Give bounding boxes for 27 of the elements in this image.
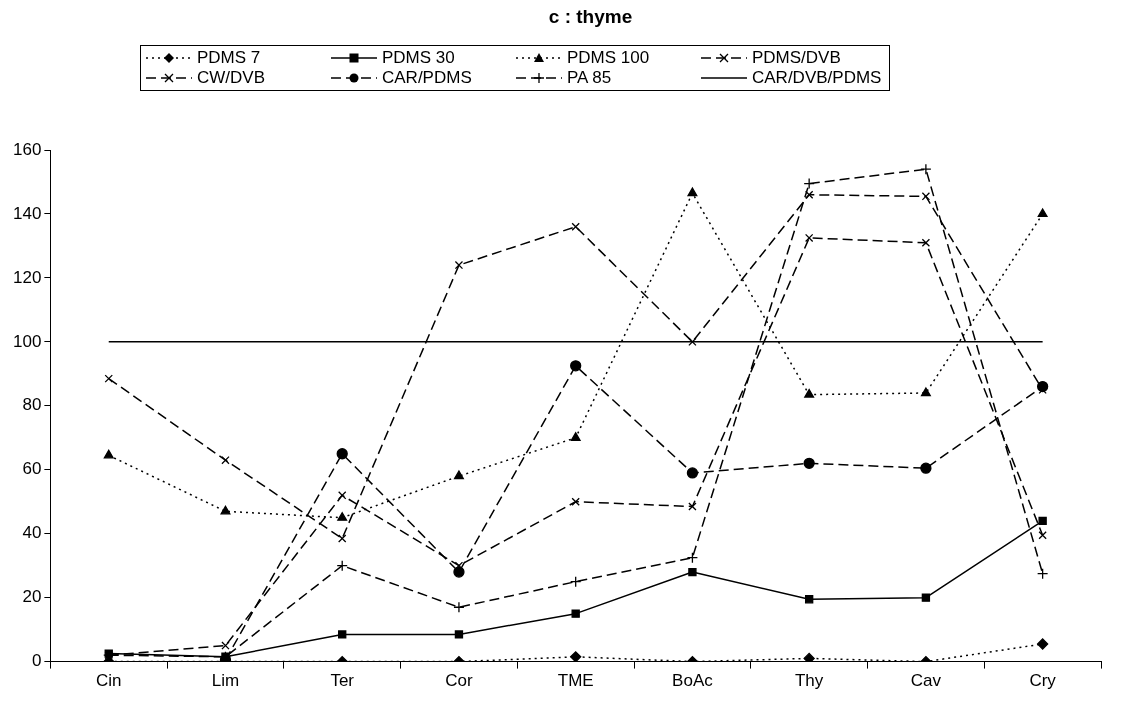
legend-label: PDMS 100 [567, 48, 650, 68]
legend-label: CAR/PDMS [382, 68, 472, 88]
y-tick-label: 120 [12, 267, 42, 287]
legend-label: PDMS 30 [382, 48, 455, 68]
y-tick-label: 40 [22, 523, 42, 543]
x-tick-label: Cin [95, 671, 122, 691]
x-tick-label: Cry [1029, 671, 1057, 691]
legend-label: CW/DVB [197, 68, 265, 88]
legend-label: PDMS 7 [197, 48, 261, 68]
y-tick-label: 0 [31, 651, 42, 671]
y-tick-label: 20 [22, 587, 42, 607]
chart-title: c : thyme [547, 5, 634, 28]
legend-label: PDMS/DVB [752, 48, 841, 68]
y-tick-label: 60 [22, 459, 42, 479]
y-tick-label: 100 [12, 331, 42, 351]
x-tick-label: TME [557, 671, 594, 691]
legend-label: CAR/DVB/PDMS [752, 68, 882, 88]
legend-label: PA 85 [567, 68, 612, 88]
x-tick-label: Cor [445, 671, 473, 691]
y-tick-label: 140 [12, 203, 42, 223]
y-tick-label: 80 [22, 395, 42, 415]
x-tick-label: Thy [794, 671, 824, 691]
x-tick-label: Cav [910, 671, 942, 691]
x-tick-label: BoAc [672, 671, 714, 691]
y-tick-label: 160 [12, 139, 42, 159]
x-tick-label: Lim [211, 671, 240, 691]
x-tick-label: Ter [330, 671, 355, 691]
